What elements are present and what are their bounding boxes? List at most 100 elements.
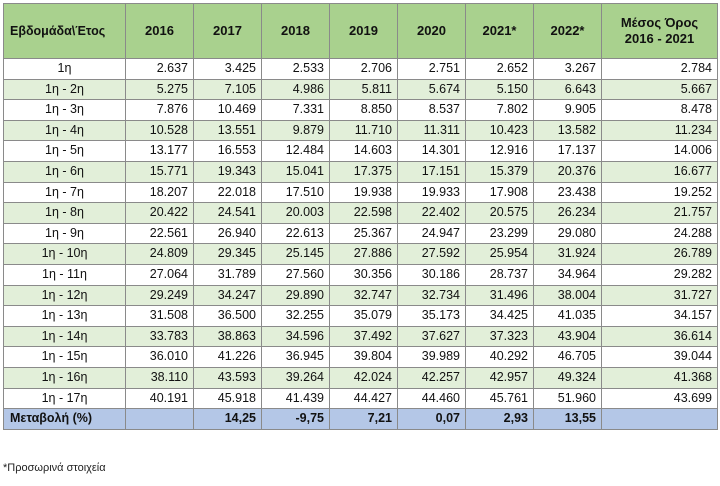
- header-week-year: Εβδομάδα\Έτος: [3, 3, 126, 59]
- cell-value: 29.345: [193, 243, 262, 265]
- table-row: 1η - 16η 38.110 43.593 39.264 42.024 42.257 42…: [3, 366, 718, 389]
- cell-value: 17.137: [533, 140, 602, 162]
- header-year-2020: 2020: [397, 3, 466, 59]
- cell-value: 35.079: [329, 305, 398, 327]
- cell-value: 32.255: [261, 305, 330, 327]
- cell-value: 31.508: [125, 305, 194, 327]
- row-label: 1η - 6η: [3, 160, 126, 183]
- cell-value: 5.275: [125, 78, 194, 101]
- cell-value: 31.496: [465, 284, 534, 307]
- header-year-2022: 2022*: [533, 3, 602, 59]
- cell-value: 29.890: [261, 284, 330, 307]
- cell-value: 27.592: [397, 243, 466, 265]
- cell-value: 42.957: [465, 366, 534, 389]
- cell-value: 13.582: [533, 119, 602, 142]
- cell-value: 46.705: [533, 346, 602, 368]
- row-label: 1η - 3η: [3, 99, 126, 121]
- change-row-label: Μεταβολή (%): [3, 408, 126, 430]
- cell-value: 15.379: [465, 160, 534, 183]
- cell-value: 23.299: [465, 222, 534, 245]
- cell-value: 26.234: [533, 202, 602, 224]
- cell-value: 38.110: [125, 366, 194, 389]
- cell-value: 24.288: [601, 222, 718, 245]
- row-label: 1η - 17η: [3, 387, 126, 410]
- cell-value: 41.368: [601, 366, 718, 389]
- cell-value: 38.004: [533, 284, 602, 307]
- cell-value: 11.311: [397, 119, 466, 142]
- cell-value: 31.727: [601, 284, 718, 307]
- cell-value: 40.292: [465, 346, 534, 368]
- cell-value: 45.761: [465, 387, 534, 410]
- cell-value: 20.003: [261, 202, 330, 224]
- cell-value: 17.908: [465, 181, 534, 204]
- row-label: 1η - 15η: [3, 346, 126, 368]
- change-cell: 0,07: [397, 408, 466, 430]
- table-row: 1η - 8η 20.422 24.541 20.003 22.598 22.402 20.…: [3, 202, 718, 224]
- cell-value: 5.150: [465, 78, 534, 101]
- cell-value: 37.323: [465, 325, 534, 348]
- cell-value: 5.667: [601, 78, 718, 101]
- cell-value: 34.596: [261, 325, 330, 348]
- row-label: 1η - 12η: [3, 284, 126, 307]
- cell-value: 22.598: [329, 202, 398, 224]
- cell-value: 42.024: [329, 366, 398, 389]
- cell-value: 29.080: [533, 222, 602, 245]
- cell-value: 19.343: [193, 160, 262, 183]
- cell-value: 16.553: [193, 140, 262, 162]
- row-label: 1η - 5η: [3, 140, 126, 162]
- cell-value: 18.207: [125, 181, 194, 204]
- cell-value: 27.560: [261, 263, 330, 286]
- cell-value: 30.186: [397, 263, 466, 286]
- cell-value: 36.010: [125, 346, 194, 368]
- table-row: 1η - 3η 7.876 10.469 7.331 8.850 8.537 7.802 9.…: [3, 99, 718, 121]
- cell-value: 40.191: [125, 387, 194, 410]
- cell-value: 22.402: [397, 202, 466, 224]
- cell-value: 25.145: [261, 243, 330, 265]
- cell-value: 7.105: [193, 78, 262, 101]
- cell-value: 24.541: [193, 202, 262, 224]
- cell-value: 5.811: [329, 78, 398, 101]
- table-row: 1η 2.637 3.425 2.533 2.706 2.751 2.652 3.267 2.7…: [3, 58, 718, 80]
- cell-value: 7.802: [465, 99, 534, 121]
- cell-value: 17.510: [261, 181, 330, 204]
- row-label: 1η - 2η: [3, 78, 126, 101]
- cell-value: 31.789: [193, 263, 262, 286]
- cell-value: 20.422: [125, 202, 194, 224]
- data-table-container: Εβδομάδα\Έτος 2016 2017 2018 2019 2020 2…: [3, 3, 718, 430]
- table-row: 1η - 12η 29.249 34.247 29.890 32.747 32.734 31…: [3, 284, 718, 307]
- table-row: 1η - 6η 15.771 19.343 15.041 17.375 17.151 15.…: [3, 160, 718, 183]
- cell-value: 29.282: [601, 263, 718, 286]
- table-row: 1η - 10η 24.809 29.345 25.145 27.886 27.592 25…: [3, 243, 718, 265]
- cell-value: 8.478: [601, 99, 718, 121]
- cell-value: 20.575: [465, 202, 534, 224]
- cell-value: 49.324: [533, 366, 602, 389]
- cell-value: 15.771: [125, 160, 194, 183]
- cell-value: 36.500: [193, 305, 262, 327]
- header-year-2018: 2018: [261, 3, 330, 59]
- header-year-2017: 2017: [193, 3, 262, 59]
- cell-value: 7.876: [125, 99, 194, 121]
- cell-value: 2.652: [465, 58, 534, 80]
- cell-value: 13.551: [193, 119, 262, 142]
- cell-value: 32.734: [397, 284, 466, 307]
- cell-value: 27.064: [125, 263, 194, 286]
- header-row: Εβδομάδα\Έτος 2016 2017 2018 2019 2020 2…: [3, 3, 718, 59]
- table-body: 1η 2.637 3.425 2.533 2.706 2.751 2.652 3.267 2.7…: [3, 58, 718, 430]
- table-row: 1η - 11η 27.064 31.789 27.560 30.356 30.186 28…: [3, 263, 718, 286]
- row-label: 1η - 7η: [3, 181, 126, 204]
- row-label: 1η - 16η: [3, 366, 126, 389]
- cell-value: 39.989: [397, 346, 466, 368]
- cell-value: 15.041: [261, 160, 330, 183]
- cell-value: 14.006: [601, 140, 718, 162]
- header-average-line2: 2016 - 2021: [624, 31, 695, 46]
- footnote: *Προσωρινά στοιχεία: [3, 462, 106, 474]
- cell-value: 2.751: [397, 58, 466, 80]
- cell-value: 26.940: [193, 222, 262, 245]
- cell-value: 23.438: [533, 181, 602, 204]
- cell-value: 2.533: [261, 58, 330, 80]
- header-average-line1: Μέσος Όρος: [620, 15, 699, 30]
- header-year-2021: 2021*: [465, 3, 534, 59]
- cell-value: 36.614: [601, 325, 718, 348]
- cell-value: 17.375: [329, 160, 398, 183]
- cell-value: 42.257: [397, 366, 466, 389]
